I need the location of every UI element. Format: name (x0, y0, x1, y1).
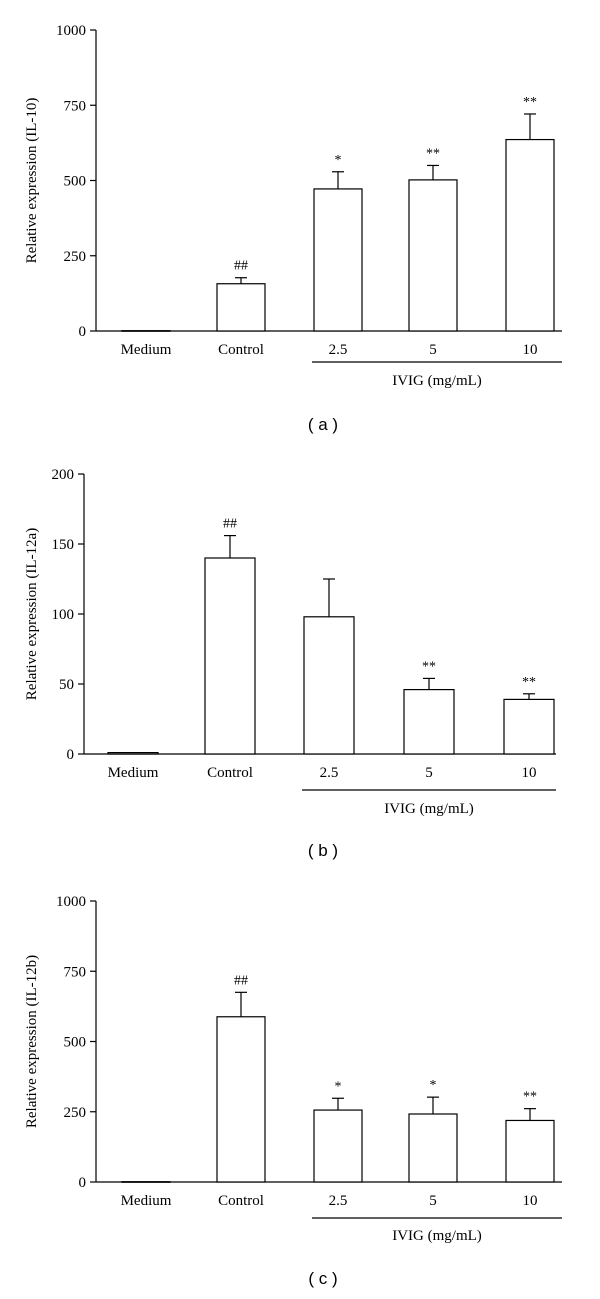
y-tick-label: 50 (59, 677, 74, 693)
x-tick-label: 2.5 (329, 342, 348, 358)
significance-label: ** (422, 659, 436, 674)
significance-label: * (430, 1078, 437, 1093)
panel-label: ( c ) (308, 1269, 337, 1288)
panel-label: ( b ) (308, 841, 338, 860)
y-tick-label: 500 (64, 1035, 87, 1051)
bar-Medium (121, 1181, 171, 1183)
x-tick-label: 10 (523, 1193, 538, 1209)
bar-Medium (121, 330, 171, 332)
x-tick-label: Medium (121, 342, 172, 358)
x-tick-label: Control (218, 342, 264, 358)
y-tick-label: 0 (67, 747, 75, 763)
y-tick-label: 250 (64, 249, 87, 265)
significance-label: ** (522, 675, 536, 690)
bar-2.5 (313, 188, 363, 332)
x-tick-label: Control (218, 1193, 264, 1209)
x-tick-label: 5 (425, 765, 433, 781)
y-tick-label: 0 (79, 1175, 87, 1191)
y-tick-label: 750 (64, 98, 87, 114)
chart-panel-b: 0 50 100 150 200 Relative expression (IL-12a)… (24, 467, 556, 860)
y-axis-label: Relative expression (IL-12b) (24, 955, 40, 1128)
y-tick-label: 750 (64, 964, 87, 980)
y-tick-label: 0 (79, 324, 87, 340)
group-label: IVIG (mg/mL) (384, 801, 474, 817)
bar-5 (403, 688, 455, 755)
x-tick-label: 2.5 (320, 765, 339, 781)
significance-label: ## (223, 517, 237, 532)
bar-Control (216, 283, 266, 332)
bar-2.5 (303, 616, 355, 755)
y-tick-label: 1000 (56, 23, 86, 39)
x-tick-label: 10 (523, 342, 538, 358)
significance-label: ## (234, 259, 248, 274)
x-tick-label: Medium (108, 765, 159, 781)
group-label: IVIG (mg/mL) (392, 1228, 482, 1244)
significance-label: * (335, 153, 342, 168)
x-tick-label: 2.5 (329, 1193, 348, 1209)
bar-5 (408, 1113, 458, 1183)
y-tick-label: 500 (64, 174, 87, 190)
x-tick-label: 5 (429, 342, 437, 358)
group-label: IVIG (mg/mL) (392, 373, 482, 389)
bar-10 (505, 1119, 555, 1183)
significance-label: ** (426, 146, 440, 161)
y-tick-label: 150 (52, 537, 75, 553)
y-axis-label: Relative expression (IL-12a) (24, 528, 40, 700)
significance-label: * (335, 1079, 342, 1094)
y-tick-label: 200 (52, 467, 75, 483)
bar-5 (408, 179, 458, 332)
x-tick-label: 10 (522, 765, 537, 781)
bar-2.5 (313, 1109, 363, 1183)
significance-label: ** (523, 95, 537, 110)
significance-label: ** (523, 1090, 537, 1105)
significance-label: ## (234, 973, 248, 988)
bar-Control (204, 557, 256, 755)
chart-panel-c: 0 250 500 750 1000 Relative expression (IL-12… (24, 894, 562, 1288)
bar-10 (505, 138, 555, 332)
y-axis-label: Relative expression (IL-10) (24, 98, 40, 264)
bar-10 (503, 698, 555, 755)
chart-panel-a: 0 250 500 750 1000 Relative expression (IL-10… (24, 23, 562, 434)
y-tick-label: 250 (64, 1105, 87, 1121)
x-tick-label: Medium (121, 1193, 172, 1209)
y-tick-label: 100 (52, 607, 75, 623)
bar-Medium (107, 751, 159, 755)
panel-label: ( a ) (308, 415, 338, 434)
x-tick-label: 5 (429, 1193, 437, 1209)
bar-Control (216, 1016, 266, 1183)
x-tick-label: Control (207, 765, 253, 781)
y-tick-label: 1000 (56, 894, 86, 910)
